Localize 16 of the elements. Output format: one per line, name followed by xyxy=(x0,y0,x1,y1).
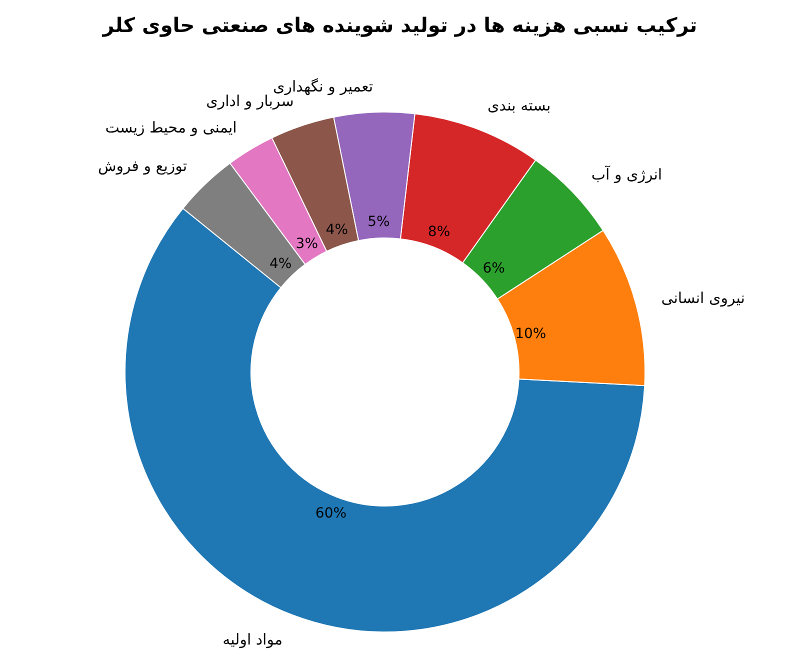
data-label: 60% xyxy=(315,506,347,522)
data-label: 10% xyxy=(515,326,546,342)
slice-label: توزیع و فروش xyxy=(98,156,188,175)
data-label: 3% xyxy=(296,236,318,252)
chart-title: ترکیب نسبی هزینه ها در تولید شوینده های صنعتی حاوی کلر xyxy=(102,13,698,37)
data-label: 4% xyxy=(270,256,292,272)
slice-label: ایمنی و محیط زیست xyxy=(105,118,237,137)
slice-label: انرژی و آب xyxy=(591,164,662,184)
data-label: 4% xyxy=(326,222,348,238)
slice-label: بسته بندی xyxy=(487,96,551,114)
data-label: 6% xyxy=(482,260,505,277)
slice-label: مواد اولیه xyxy=(222,630,283,648)
slice-label: تعمیر و نگهداری xyxy=(272,78,374,96)
slice-label: نیروی انسانی xyxy=(661,289,745,308)
data-label: 5% xyxy=(368,214,390,230)
data-label: 8% xyxy=(428,224,450,240)
